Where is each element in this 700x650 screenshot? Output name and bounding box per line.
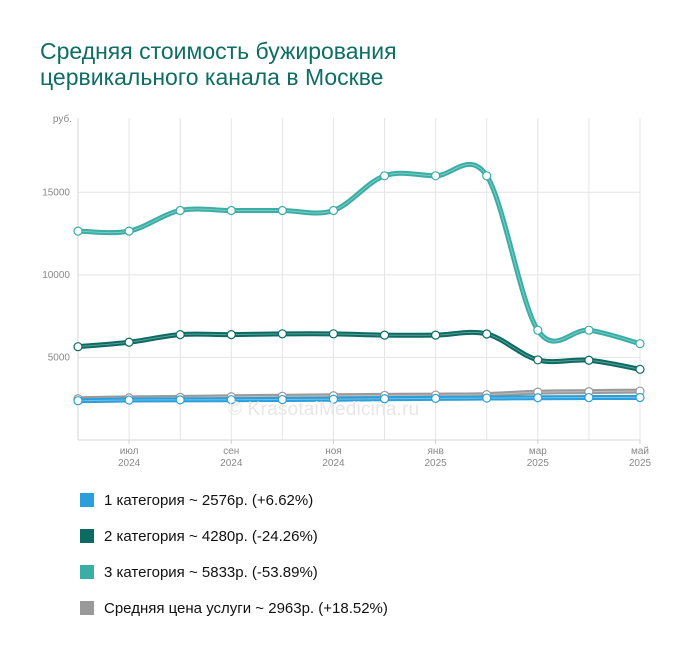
legend-label-4: Средняя цена услуги ~ 2963р. (+18.52%) xyxy=(104,599,388,617)
legend-swatch-4 xyxy=(80,601,94,615)
y-tick-label: 5000 xyxy=(48,352,71,363)
x-tick-label-month: май xyxy=(631,446,649,457)
data-point xyxy=(482,171,492,181)
data-point xyxy=(226,330,236,340)
x-tick-label-year: 2024 xyxy=(118,458,141,469)
data-point xyxy=(431,330,441,340)
data-point xyxy=(533,355,543,365)
x-tick-label-month: ноя xyxy=(325,446,342,457)
data-point xyxy=(635,392,645,403)
watermark: © KrasotaiMedicina.ru xyxy=(228,399,420,420)
x-tick-label-month: июл xyxy=(120,446,139,457)
data-point xyxy=(635,339,645,349)
data-point xyxy=(277,205,287,216)
data-point xyxy=(175,205,185,216)
chart-title-line-2: цервикального канала в Москве xyxy=(40,64,384,90)
data-point xyxy=(584,325,594,335)
x-tick-label-year: 2025 xyxy=(629,458,652,469)
x-tick-label-year: 2024 xyxy=(220,458,243,469)
legend-item-4[interactable]: Средняя цена услуги ~ 2963р. (+18.52%) xyxy=(80,596,388,620)
data-point xyxy=(73,226,83,236)
data-point xyxy=(431,393,441,403)
x-tick-label-year: 2025 xyxy=(527,458,550,469)
data-point xyxy=(175,395,185,405)
data-point xyxy=(328,329,339,339)
series-3 xyxy=(73,161,645,349)
data-point xyxy=(73,396,83,406)
legend-label-3: 3 категория ~ 5833р. (-53.89%) xyxy=(104,563,318,581)
data-point xyxy=(328,205,339,216)
y-axis-label: руб. xyxy=(53,113,72,125)
data-point xyxy=(533,393,543,403)
data-point xyxy=(226,205,236,216)
chart-legend: 1 категория ~ 2576р. (+6.62%) 2 категори… xyxy=(80,488,388,632)
x-tick-label-year: 2025 xyxy=(425,458,448,469)
legend-label-1: 1 категория ~ 2576р. (+6.62%) xyxy=(104,491,314,509)
data-point xyxy=(635,364,645,374)
data-point xyxy=(431,171,441,181)
data-point xyxy=(379,171,390,181)
line-chart: руб.50001000015000июл2024сен2024ноя2024я… xyxy=(42,113,652,469)
data-point xyxy=(124,395,134,405)
y-tick-label: 15000 xyxy=(42,187,70,198)
x-tick-label-month: сен xyxy=(223,446,239,457)
x-tick-label-year: 2024 xyxy=(322,458,345,469)
legend-label-2: 2 категория ~ 4280р. (-24.26%) xyxy=(104,527,318,545)
y-tick-label: 10000 xyxy=(42,270,70,281)
legend-item-1[interactable]: 1 категория ~ 2576р. (+6.62%) xyxy=(80,488,388,512)
legend-item-2[interactable]: 2 категория ~ 4280р. (-24.26%) xyxy=(80,524,388,548)
chart-title: Средняя стоимость бужирования цервикальн… xyxy=(40,38,640,90)
legend-swatch-2 xyxy=(80,529,94,543)
legend-item-3[interactable]: 3 категория ~ 5833р. (-53.89%) xyxy=(80,560,388,584)
series-line xyxy=(75,161,643,347)
data-point xyxy=(73,342,83,352)
data-point xyxy=(124,226,134,236)
series-2 xyxy=(73,329,645,374)
x-tick-label-month: янв xyxy=(428,446,444,457)
data-point xyxy=(584,355,594,365)
chart-title-line-1: Средняя стоимость бужирования xyxy=(40,38,397,64)
data-point xyxy=(175,330,185,340)
data-point xyxy=(328,394,339,404)
data-point xyxy=(482,329,492,339)
data-point xyxy=(482,393,492,403)
data-point xyxy=(277,394,287,405)
legend-swatch-1 xyxy=(80,493,94,507)
data-point xyxy=(226,395,236,405)
data-point xyxy=(584,392,594,403)
data-point xyxy=(277,329,287,339)
data-point xyxy=(379,394,390,404)
series-line xyxy=(75,329,643,372)
series-1 xyxy=(73,392,645,406)
data-point xyxy=(124,337,134,347)
legend-swatch-3 xyxy=(80,565,94,579)
x-tick-label-month: мар xyxy=(529,446,547,457)
data-point xyxy=(379,330,390,340)
data-point xyxy=(533,325,543,335)
